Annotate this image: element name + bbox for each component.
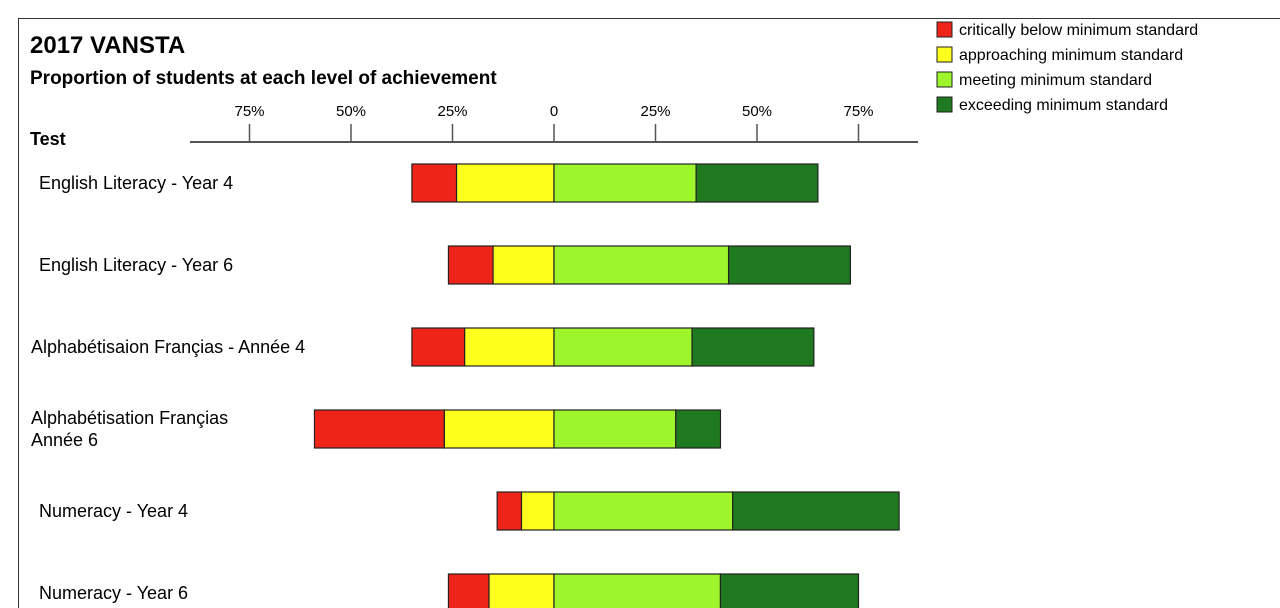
row-label: Alphabétisaion Françias - Année 4	[31, 337, 305, 357]
bar-critically-below	[447, 573, 490, 608]
x-axis: 75% 50% 25% 0 25% 50% 75%	[190, 103, 918, 143]
bar-meeting	[553, 573, 722, 608]
legend-label: critically below minimum standard	[959, 22, 1198, 39]
legend-label: meeting minimum standard	[959, 72, 1152, 89]
row-label: English Literacy - Year 4	[39, 173, 233, 193]
legend: critically below minimum standard approac…	[936, 21, 1198, 114]
bar-exceeding	[675, 409, 722, 449]
bar-meeting	[553, 163, 697, 203]
row-label: Alphabétisation Françias	[31, 408, 228, 428]
x-tick-label: 25%	[437, 103, 467, 120]
bar-exceeding	[719, 573, 860, 608]
row-label: Année 6	[31, 430, 98, 450]
bar-approaching	[492, 245, 555, 285]
bar-meeting	[553, 327, 693, 367]
bar-approaching	[520, 491, 555, 531]
y-axis-title: Test	[30, 129, 66, 149]
x-tick-label: 0	[550, 103, 558, 120]
bar-critically-below	[313, 409, 445, 449]
chart-frame	[18, 18, 1280, 608]
bar-exceeding	[727, 245, 851, 285]
x-tick-label: 75%	[843, 103, 873, 120]
bar-exceeding	[695, 163, 819, 203]
legend-swatch	[936, 96, 953, 113]
bar-approaching	[464, 327, 555, 367]
bar-approaching	[455, 163, 555, 203]
bar-approaching	[443, 409, 555, 449]
bar-critically-below	[411, 163, 458, 203]
x-tick-label: 25%	[640, 103, 670, 120]
legend-swatch	[936, 46, 953, 63]
x-tick-label: 50%	[336, 103, 366, 120]
bars-group	[313, 163, 900, 608]
legend-swatch	[936, 71, 953, 88]
bar-critically-below	[496, 491, 523, 531]
row-label: Numeracy - Year 6	[39, 583, 188, 603]
bar-meeting	[553, 245, 730, 285]
x-tick-label: 50%	[742, 103, 772, 120]
bar-exceeding	[732, 491, 900, 531]
bar-critically-below	[411, 327, 466, 367]
chart-title: 2017 VANSTA	[30, 32, 185, 59]
bar-meeting	[553, 409, 677, 449]
x-tick-label: 75%	[234, 103, 264, 120]
legend-label: approaching minimum standard	[959, 47, 1183, 64]
bar-approaching	[488, 573, 555, 608]
chart-subtitle: Proportion of students at each level of …	[30, 68, 497, 89]
bar-critically-below	[447, 245, 494, 285]
bar-meeting	[553, 491, 734, 531]
row-labels: English Literacy - Year 4 English Literac…	[31, 173, 305, 603]
row-label: Numeracy - Year 4	[39, 501, 188, 521]
legend-swatch	[936, 21, 953, 38]
row-label: English Literacy - Year 6	[39, 255, 233, 275]
bar-exceeding	[691, 327, 815, 367]
legend-label: exceeding minimum standard	[959, 97, 1168, 114]
